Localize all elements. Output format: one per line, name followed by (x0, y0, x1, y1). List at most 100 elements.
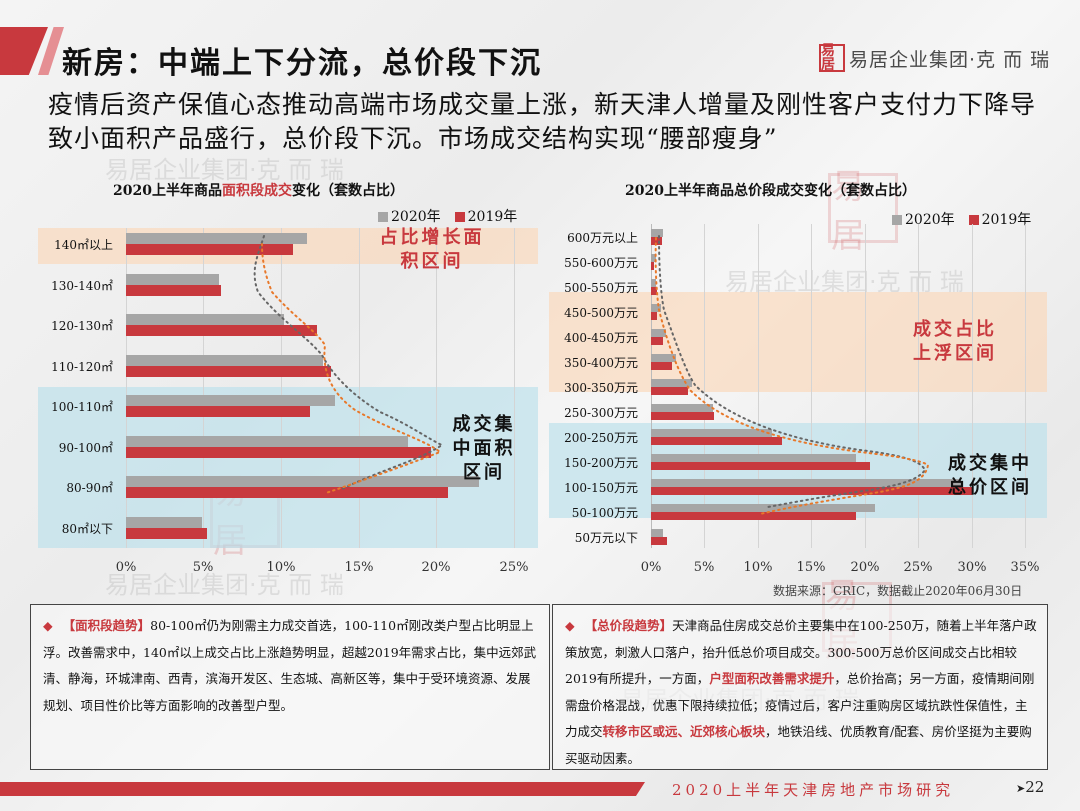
category-label: 600万元以上 (567, 231, 638, 245)
bar-2020 (651, 454, 857, 462)
area-chart-legend: 2020年 2019年 (378, 206, 517, 226)
category-label: 140㎡以上 (54, 238, 113, 252)
bar-2019 (651, 337, 663, 345)
bar-2020 (651, 429, 772, 437)
gridline (359, 228, 360, 548)
category-label: 350-400万元 (564, 356, 638, 370)
gridline (281, 228, 282, 548)
category-label: 90-100㎡ (58, 440, 113, 455)
gridline (1025, 224, 1026, 548)
bar-2020 (651, 354, 676, 362)
price-chart-title: 2020上半年商品总价段成交变化（套数占比） (625, 183, 916, 199)
bar-2020 (651, 529, 663, 537)
bar-2020 (651, 504, 875, 512)
gridline (436, 228, 437, 548)
category-label: 50-100万元 (571, 506, 638, 520)
x-tick: 15% (344, 560, 374, 575)
footer-bar (0, 782, 645, 796)
x-tick: 5% (693, 560, 715, 575)
gridline (972, 224, 973, 548)
gridline (758, 224, 759, 548)
arrow-icon: ➤ (1016, 782, 1026, 795)
annotation-growth-area: 占比增长面 积区间 (362, 226, 502, 274)
bar-2020 (651, 329, 666, 337)
bar-2020 (651, 404, 714, 412)
gridline (704, 224, 705, 548)
category-label: 550-600万元 (564, 256, 638, 270)
report-title: 2020上半年天津房地产市场研究 (672, 781, 955, 799)
legend-item-2020: 2020年 (378, 206, 441, 226)
x-tick: 10% (743, 560, 773, 575)
bar-2020 (126, 233, 308, 244)
bar-2020 (651, 254, 657, 262)
annotation-line: 成交集 (452, 414, 516, 435)
bar-2019 (651, 237, 662, 245)
annotation-line: 中面积 (452, 438, 516, 459)
page-number-value: 22 (1025, 778, 1045, 796)
x-tick: 0% (115, 560, 137, 575)
category-label: 400-450万元 (564, 331, 638, 345)
category-label: 500-550万元 (564, 281, 638, 295)
x-tick: 5% (192, 560, 214, 575)
price-trend-box: ◆ 【总价段趋势】天津商品住房成交总价主要集中在100-250万，随着上半年落户政… (552, 604, 1048, 770)
bar-2020 (651, 379, 692, 387)
bar-2020 (651, 229, 663, 237)
company-logo: 易居 易居企业集团·克 而 瑞 (819, 44, 1050, 72)
gridline (811, 224, 812, 548)
gridline (514, 228, 515, 548)
logo-seal-icon: 易居 (819, 44, 845, 72)
bar-2020 (126, 314, 285, 325)
annotation-concentrated-area: 成交集 中面积 区间 (448, 413, 520, 485)
category-label: 100-150万元 (564, 481, 638, 495)
annotation-line: 成交集中 (948, 453, 1032, 474)
bar-2019 (651, 287, 658, 295)
page-subtitle: 疫情后资产保值心态推动高端市场成交量上涨，新天津人增量及刚性客户支付力下降导致小… (48, 90, 1037, 153)
data-source: 数据来源：CRIC，数据截止2020年06月30日 (773, 584, 1023, 598)
legend-swatch-red (968, 215, 979, 225)
bar-2019 (651, 387, 689, 395)
bar-2019 (651, 537, 668, 545)
area-trend-box: ◆ 【面积段趋势】80-100㎡仍为刚需主力成交首选，100-110㎡刚改类户型占… (30, 604, 550, 770)
legend-label: 2020年 (391, 209, 441, 225)
chart-title-highlight: 面积段成交 (221, 183, 292, 199)
legend-swatch-gray (892, 215, 902, 225)
category-label: 250-300万元 (564, 406, 638, 420)
price-trend-text: ，总价抬高；另一方面，疫情期间刚需盘价格混战，优惠下限持续拉低；疫情过后，客户注… (565, 671, 1035, 739)
legend-label: 2019年 (981, 212, 1032, 228)
bar-2019 (651, 412, 715, 420)
bar-2020 (126, 476, 480, 487)
annotation-line: 积区间 (400, 251, 464, 272)
bar-2019 (126, 406, 311, 417)
bar-2019 (651, 462, 871, 470)
category-label: 100-110㎡ (51, 400, 113, 414)
category-label: 80㎡以下 (61, 521, 113, 536)
bar-2020 (651, 304, 661, 312)
bar-2020 (651, 479, 962, 487)
annotation-line: 占比增长面 (379, 227, 485, 248)
bar-2019 (126, 365, 331, 377)
category-label: 50万元以下 (574, 531, 638, 545)
x-tick: 20% (850, 560, 880, 575)
x-tick: 15% (796, 560, 826, 575)
legend-item-2020: 2020年 (892, 209, 955, 229)
bar-2020 (126, 395, 336, 406)
legend-item-2019: 2019年 (968, 209, 1032, 229)
category-label: 450-500万元 (564, 306, 638, 320)
chart-title-text: 2020上半年商品 (113, 183, 222, 199)
bar-2019 (651, 487, 972, 495)
logo-text: 易居企业集团·克 而 瑞 (849, 48, 1051, 71)
gridline (126, 228, 127, 548)
legend-label: 2020年 (905, 212, 955, 228)
bar-2019 (651, 437, 782, 445)
diamond-bullet-icon: ◆ (43, 618, 53, 633)
x-tick: 30% (957, 560, 987, 575)
gridline (918, 224, 919, 548)
legend-swatch-red (454, 212, 465, 222)
category-label: 150-200万元 (564, 456, 638, 470)
diamond-bullet-icon: ◆ (565, 618, 575, 633)
annotation-line: 区间 (463, 462, 505, 483)
price-chart-legend: 2020年 2019年 (892, 209, 1031, 229)
bar-2019 (651, 262, 655, 270)
price-trend-text: ，地铁沿线、优质教育/配套、房价坚挺为主要购买驱动因素。 (565, 724, 1032, 766)
page-title: 新房：中端上下分流，总价段下沉 (62, 46, 542, 81)
